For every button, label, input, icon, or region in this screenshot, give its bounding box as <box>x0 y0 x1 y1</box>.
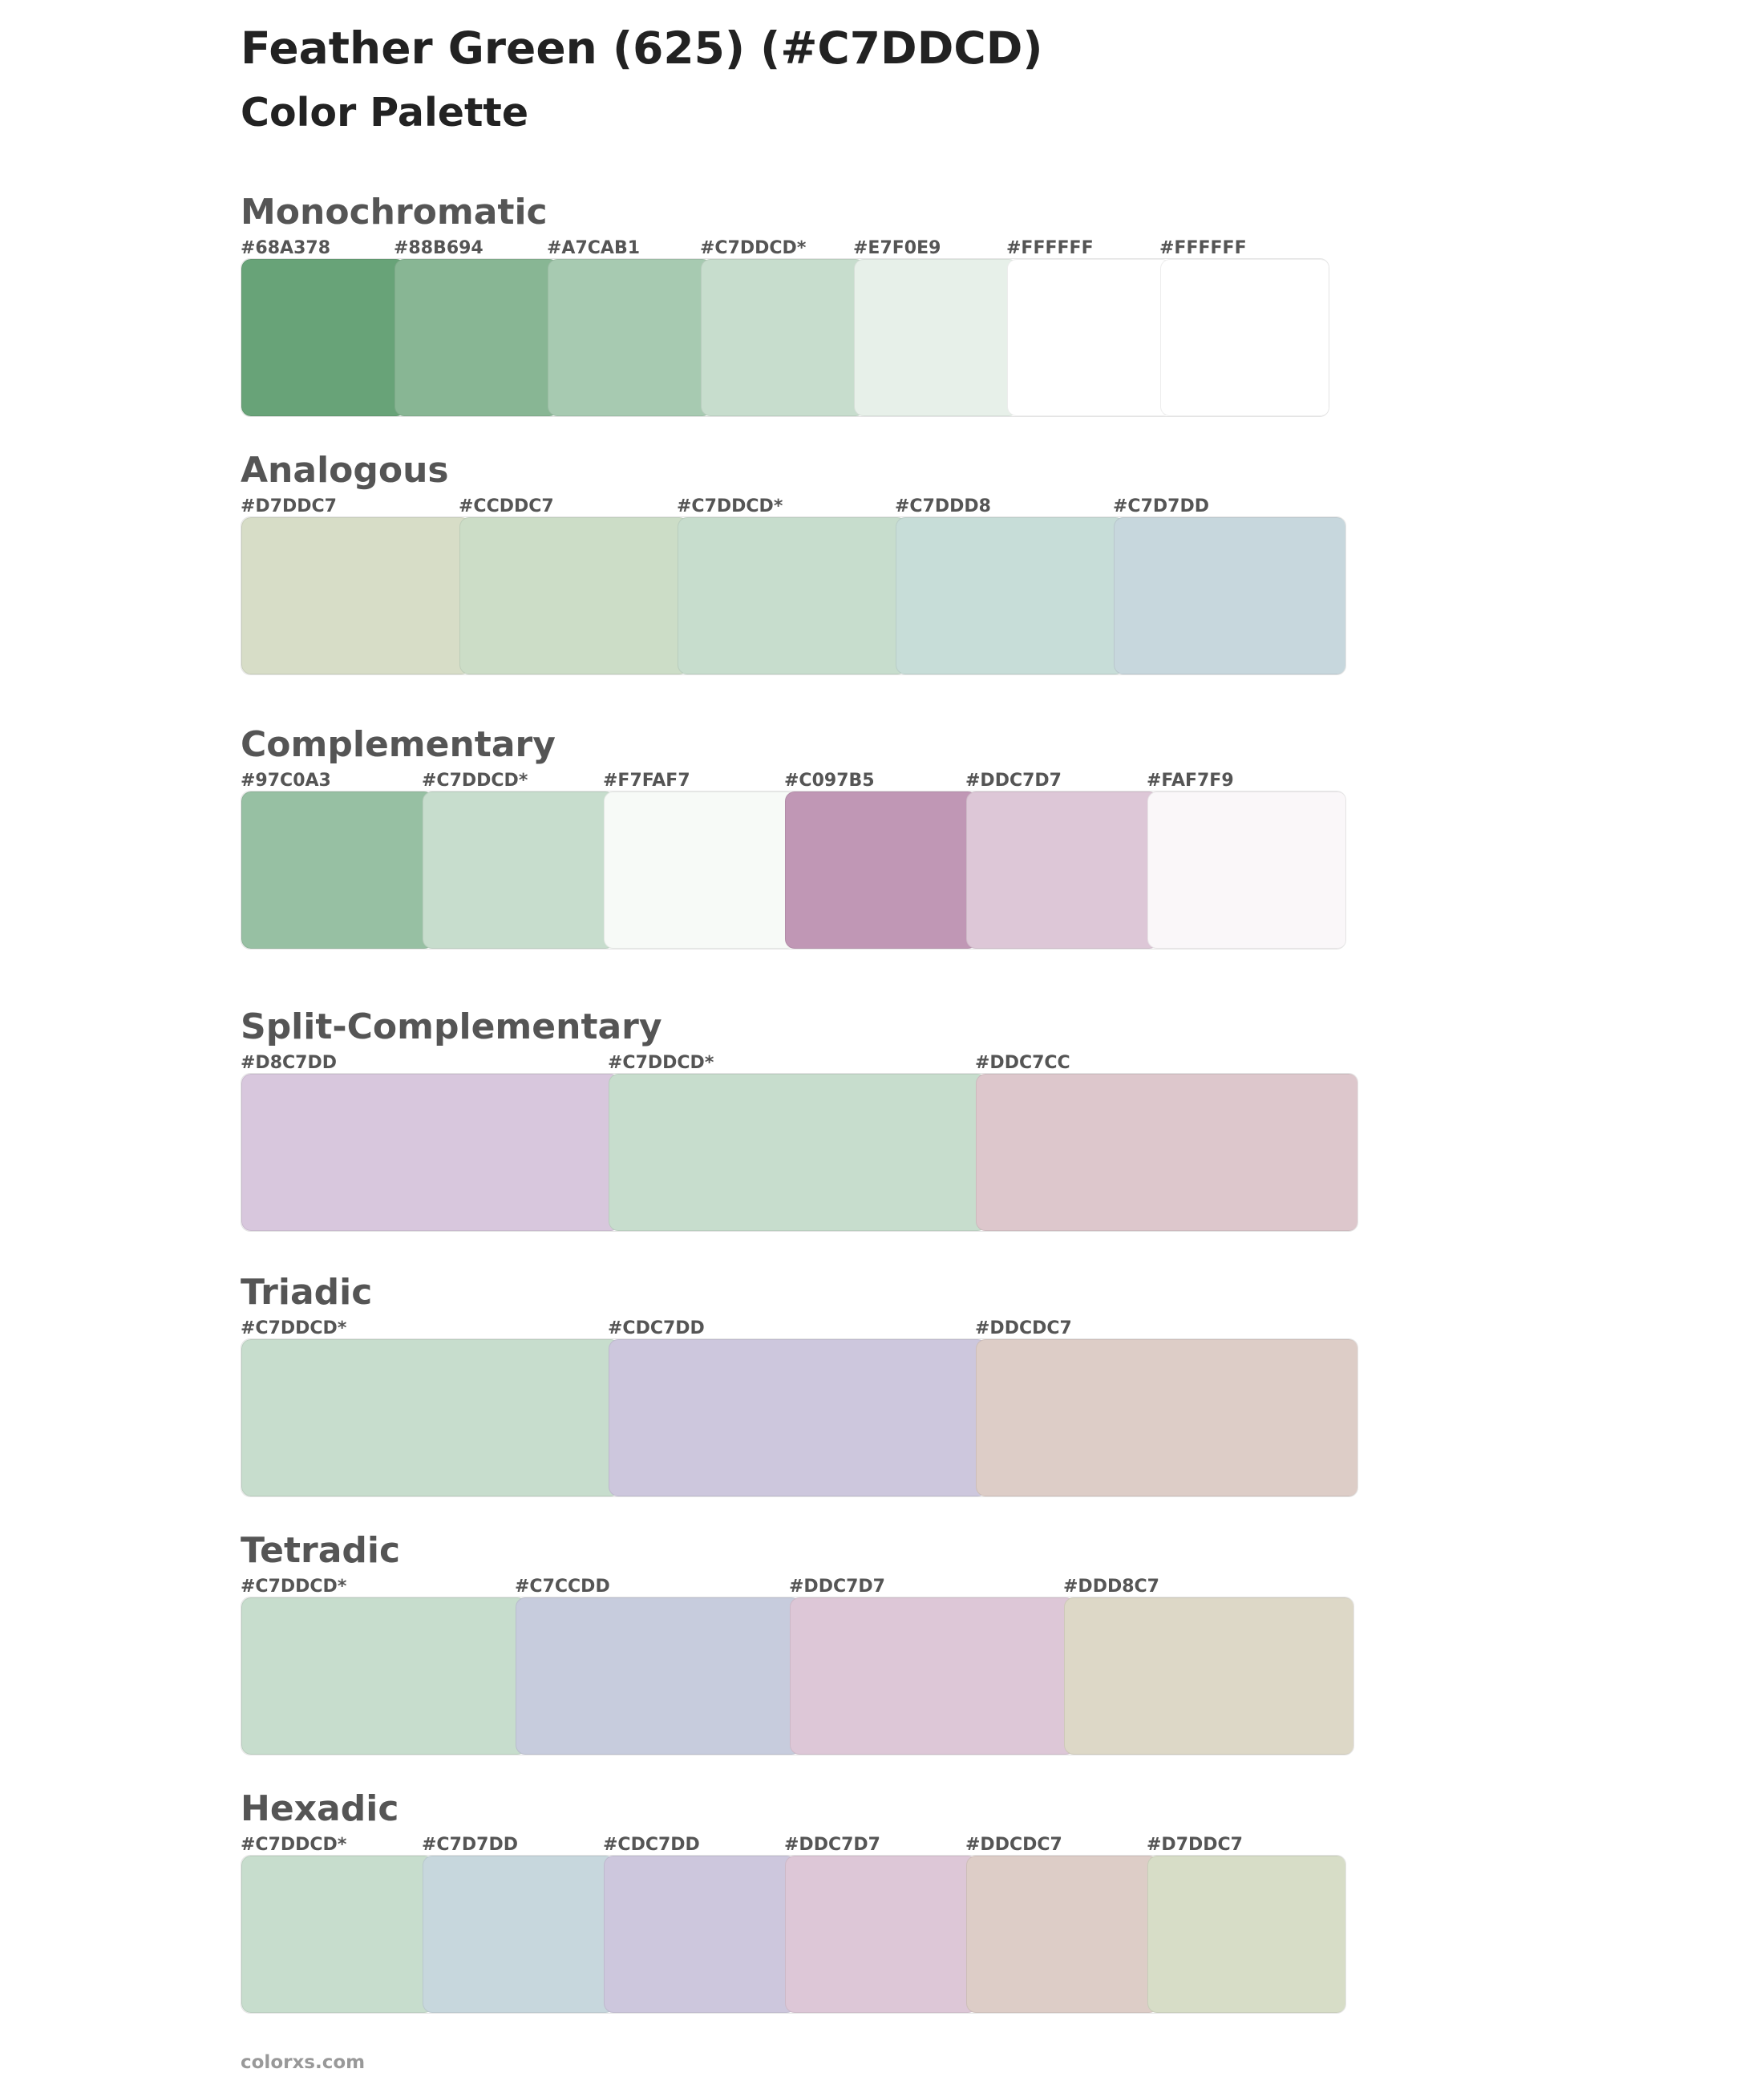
swatch-row <box>241 1855 1346 2014</box>
color-swatch[interactable] <box>678 517 907 674</box>
color-swatch[interactable] <box>241 259 406 416</box>
color-swatch[interactable] <box>423 1856 615 2013</box>
hex-label: #DDC7D7 <box>789 1577 885 1597</box>
hex-label: #DDD8C7 <box>1063 1577 1159 1597</box>
section-heading: Triadic <box>241 1272 373 1313</box>
hex-label: #E7F0E9 <box>853 238 941 258</box>
section-monochromatic: Monochromatic #68A378 #88B694 #A7CAB1 #C7DDC… <box>241 190 1329 417</box>
hex-label-row: #C7DDCD* #CDC7DD #DDCDC7 <box>241 1318 1358 1339</box>
page-title: Feather Green (625) (#C7DDCD) <box>241 22 1043 74</box>
section-heading: Complementary <box>241 724 556 765</box>
hex-label: #CDC7DD <box>603 1835 700 1855</box>
hex-label: #FFFFFF <box>1159 238 1247 258</box>
color-swatch[interactable] <box>976 1074 1357 1231</box>
hex-label: #DDC7D7 <box>965 771 1062 791</box>
color-swatch[interactable] <box>1064 1597 1353 1755</box>
color-swatch[interactable] <box>785 1856 977 2013</box>
section-heading: Tetradic <box>241 1530 401 1571</box>
hex-label: #FAF7F9 <box>1147 771 1234 791</box>
hex-label-row: #D8C7DD #C7DDCD* #DDC7CC <box>241 1053 1358 1074</box>
color-swatch[interactable] <box>785 791 977 949</box>
section-heading: Analogous <box>241 450 449 491</box>
color-swatch[interactable] <box>241 1597 527 1755</box>
color-swatch[interactable] <box>241 791 434 949</box>
swatch-row <box>241 258 1329 417</box>
color-swatch[interactable] <box>966 1856 1159 2013</box>
hex-label-row: #C7DDCD* #C7D7DD #CDC7DD #DDC7D7 #DDCDC7 #D7D… <box>241 1835 1346 1856</box>
color-swatch[interactable] <box>604 791 796 949</box>
color-swatch[interactable] <box>459 517 689 674</box>
section-heading: Monochromatic <box>241 192 548 233</box>
hex-label: #C7DDCD* <box>700 238 807 258</box>
swatch-row <box>241 1073 1358 1232</box>
color-swatch[interactable] <box>790 1597 1075 1755</box>
hex-label: #CDC7DD <box>608 1318 705 1338</box>
hex-label: #C7DDCD* <box>241 1835 347 1855</box>
color-swatch[interactable] <box>976 1339 1357 1496</box>
swatch-row <box>241 791 1346 949</box>
color-swatch[interactable] <box>241 1856 434 2013</box>
color-swatch[interactable] <box>1147 1856 1345 2013</box>
hex-label: #C7D7DD <box>1113 496 1209 516</box>
hex-label: #C7DDCD* <box>241 1577 347 1597</box>
hex-label: #C7CCDD <box>515 1577 610 1597</box>
hex-label-row: #68A378 #88B694 #A7CAB1 #C7DDCD* #E7F0E9 #FFF… <box>241 238 1329 259</box>
color-swatch[interactable] <box>548 259 712 416</box>
hex-label: #C7DDD8 <box>895 496 991 516</box>
swatch-row <box>241 1597 1354 1755</box>
section-analogous: Analogous #D7DDC7 #CCDDC7 #C7DDCD* #C7DDD8 #C… <box>241 448 1346 675</box>
color-swatch[interactable] <box>701 259 865 416</box>
color-swatch[interactable] <box>1007 259 1171 416</box>
color-swatch[interactable] <box>516 1597 801 1755</box>
section-heading: Split-Complementary <box>241 1006 662 1047</box>
hex-label: #DDC7D7 <box>784 1835 880 1855</box>
hex-label: #F7FAF7 <box>603 771 690 791</box>
hex-label: #68A378 <box>241 238 330 258</box>
color-swatch[interactable] <box>423 791 615 949</box>
swatch-row <box>241 516 1346 675</box>
hex-label: #D8C7DD <box>241 1053 337 1073</box>
hex-label: #88B694 <box>394 238 483 258</box>
hex-label: #D7DDC7 <box>1147 1835 1243 1855</box>
hex-label: #C7DDCD* <box>422 771 528 791</box>
section-complementary: Complementary #97C0A3 #C7DDCD* #F7FAF7 #C097… <box>241 723 1346 949</box>
color-swatch[interactable] <box>854 259 1018 416</box>
color-swatch[interactable] <box>604 1856 796 2013</box>
section-triadic: Triadic #C7DDCD* #CDC7DD #DDCDC7 <box>241 1270 1358 1497</box>
hex-label: #C097B5 <box>784 771 875 791</box>
hex-label: #C7DDCD* <box>241 1318 347 1338</box>
color-swatch[interactable] <box>896 517 1125 674</box>
color-swatch[interactable] <box>966 791 1159 949</box>
hex-label: #97C0A3 <box>241 771 331 791</box>
hex-label: #C7D7DD <box>422 1835 518 1855</box>
color-swatch[interactable] <box>1147 791 1345 949</box>
hex-label: #DDCDC7 <box>965 1835 1062 1855</box>
color-swatch[interactable] <box>241 517 471 674</box>
section-tetradic: Tetradic #C7DDCD* #C7CCDD #DDC7D7 #DDD8C7 <box>241 1528 1354 1755</box>
hex-label: #FFFFFF <box>1006 238 1094 258</box>
hex-label: #D7DDC7 <box>241 496 337 516</box>
color-swatch[interactable] <box>1160 259 1329 416</box>
hex-label: #C7DDCD* <box>608 1053 714 1073</box>
color-swatch[interactable] <box>609 1074 987 1231</box>
hex-label: #A7CAB1 <box>547 238 641 258</box>
color-swatch[interactable] <box>241 1074 620 1231</box>
hex-label-row: #97C0A3 #C7DDCD* #F7FAF7 #C097B5 #DDC7D7 #FAF… <box>241 771 1346 791</box>
color-swatch[interactable] <box>1114 517 1345 674</box>
section-split-complementary: Split-Complementary #D8C7DD #C7DDCD* #DDC7C… <box>241 1005 1358 1232</box>
color-swatch[interactable] <box>394 259 559 416</box>
swatch-row <box>241 1338 1358 1497</box>
hex-label: #DDC7CC <box>975 1053 1070 1073</box>
color-swatch[interactable] <box>241 1339 620 1496</box>
page-subtitle: Color Palette <box>241 90 529 136</box>
hex-label: #DDCDC7 <box>975 1318 1072 1338</box>
hex-label: #C7DDCD* <box>677 496 783 516</box>
section-hexadic: Hexadic #C7DDCD* #C7D7DD #CDC7DD #DDC7D7 #DDC… <box>241 1787 1346 2014</box>
section-heading: Hexadic <box>241 1788 399 1829</box>
hex-label: #CCDDC7 <box>459 496 554 516</box>
hex-label-row: #C7DDCD* #C7CCDD #DDC7D7 #DDD8C7 <box>241 1577 1354 1597</box>
color-swatch[interactable] <box>609 1339 987 1496</box>
site-footer-link[interactable]: colorxs.com <box>241 2052 366 2073</box>
hex-label-row: #D7DDC7 #CCDDC7 #C7DDCD* #C7DDD8 #C7D7DD <box>241 496 1346 517</box>
